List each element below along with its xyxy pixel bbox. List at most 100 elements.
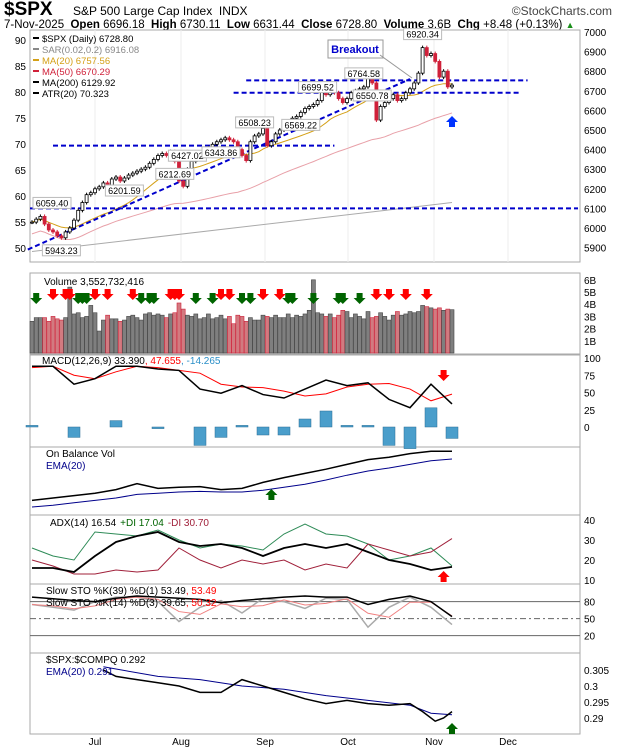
volume-bar [151, 314, 157, 354]
volume-bar [386, 319, 392, 354]
red-down-arrow-icon [173, 289, 185, 300]
price-axis-label: 6300 [584, 165, 607, 176]
ratio-ema-line [103, 666, 453, 716]
price-annotation: 5943.23 [45, 246, 78, 256]
red-down-arrow-icon [437, 370, 450, 381]
legend-item: MA(20) 6757.56 [42, 56, 110, 67]
price-annotation-box [104, 184, 144, 197]
x-tick-label: Jul [89, 737, 102, 748]
volume-bar [390, 314, 396, 354]
sto39-k-line [31, 595, 453, 618]
volume-bar [201, 317, 207, 354]
x-tick-label: Dec [499, 737, 517, 748]
ratio-axis-label: 0.305 [584, 666, 609, 677]
price-annotation: 6059.40 [36, 198, 69, 208]
volume-bar [264, 316, 270, 354]
price-axis-label: 7000 [584, 28, 607, 39]
candle [147, 162, 152, 168]
candle [181, 180, 186, 187]
ratio-axis-label: 0.29 [584, 714, 604, 725]
candle [76, 209, 81, 221]
left-axis-label: 50 [15, 244, 27, 255]
close-value: 6728.80 [335, 19, 378, 31]
chg-label: Chg [457, 19, 480, 31]
green-down-arrow-icon [30, 293, 43, 304]
candle [244, 155, 249, 162]
volume-bar [399, 314, 404, 354]
adx-axis-label: 40 [584, 516, 596, 527]
left-axis-label: 55 [15, 218, 27, 229]
symbol: $SPX [4, 0, 53, 20]
volume-bar [235, 314, 241, 354]
volume-bar [365, 311, 371, 354]
candle [151, 158, 156, 164]
volume-bar [319, 313, 325, 354]
candle [277, 129, 282, 135]
high-value: 6730.11 [179, 19, 221, 31]
legend-swatch [33, 37, 39, 39]
volume-bar [332, 317, 337, 354]
candle [231, 139, 236, 143]
legend-item: ATR(20) 70.323 [42, 89, 109, 100]
candle [51, 229, 55, 233]
candle [273, 133, 278, 143]
volume-bar [193, 313, 199, 354]
price-annotation-box [201, 146, 241, 159]
date: 7-Nov-2025 [4, 19, 65, 31]
macd-histogram-bar [298, 418, 312, 428]
red-down-arrow-icon [89, 289, 101, 300]
green-down-arrow-icon [147, 293, 160, 304]
volume-axis-label: 3B [584, 312, 597, 323]
left-axis-label: 80 [15, 88, 27, 99]
low-value: 6631.44 [253, 19, 295, 31]
volume-bar [340, 309, 346, 354]
volume-bar [222, 318, 228, 354]
candle [34, 218, 39, 223]
macd-histogram-bar [424, 407, 438, 428]
blue-up-arrow-icon [446, 116, 458, 127]
volume-bar [214, 317, 220, 354]
volume-axis-label: 1B [584, 337, 597, 348]
ma200-line [31, 202, 453, 253]
sto-legend: Slow STO %K(39) %D(1) 53.49, 53.49 [46, 586, 217, 597]
volume-bar [323, 316, 329, 354]
candle [135, 170, 139, 174]
candle [265, 127, 270, 147]
brand-logo: ©StockCharts.com [511, 4, 612, 18]
volume-bar [437, 307, 442, 354]
sto-legend-k: Slow STO %K(14) %D(3) 39.65 [46, 598, 186, 609]
volume-bar [92, 312, 98, 354]
candle [382, 102, 387, 107]
volume-bar [294, 314, 299, 354]
volume-axis-label: 6B [584, 276, 597, 287]
volume-bar [273, 314, 278, 354]
candle [252, 135, 257, 143]
volume-bar [172, 312, 178, 354]
macd-line [32, 365, 453, 409]
green-down-arrow-icon [353, 293, 366, 304]
price-annotation: 6212.69 [159, 169, 192, 179]
volume-bar [327, 313, 333, 354]
volume-bar [239, 316, 245, 354]
ratio-ema-legend: EMA(20) 0.291 [46, 667, 114, 678]
index-name: S&P 500 Large Cap Index [73, 4, 213, 18]
ratio-axis-label: 0.295 [584, 698, 609, 709]
sto14-d-line [31, 596, 453, 618]
green-down-arrow-icon [206, 293, 219, 304]
volume-bar [281, 317, 287, 354]
macd-legend-signal_text: , 47.655 [145, 356, 182, 367]
green-down-arrow-icon [189, 293, 202, 304]
plus-di-line [31, 523, 453, 567]
volume-label: Volume [383, 19, 425, 31]
price-annotation-box [403, 28, 443, 41]
obv-line [31, 450, 452, 502]
legend-swatch [33, 81, 39, 83]
sto-axis-label: 20 [584, 632, 596, 643]
price-axis-label: 6500 [584, 126, 607, 137]
candle [433, 53, 438, 62]
volume-bar [449, 309, 455, 354]
price-axis-label: 6100 [584, 204, 607, 215]
volume-bar [113, 318, 119, 354]
legend-item: SAR(0.02,0.2) 6916.08 [42, 45, 139, 56]
macd-legend-title: MACD(12,26,9) 33.390 [42, 356, 145, 367]
